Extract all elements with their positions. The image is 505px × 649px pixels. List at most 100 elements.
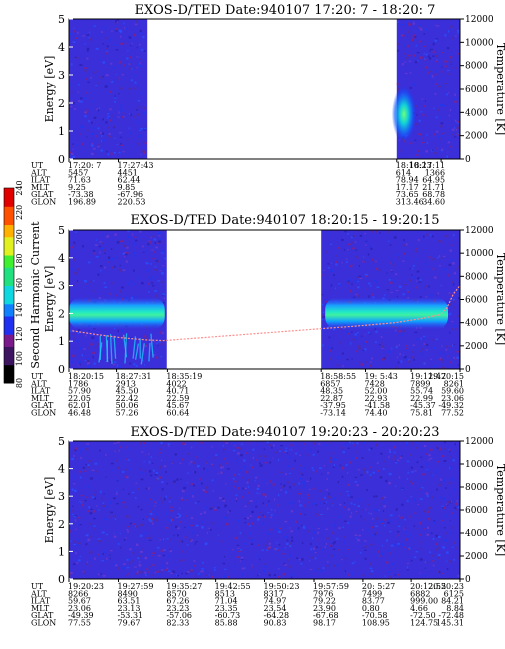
panel-3-noise-speck — [430, 492, 433, 495]
panel-1-noise-speck — [142, 36, 145, 39]
panel-1-noise-speck — [447, 139, 449, 141]
panel-3-noise-speck — [86, 544, 88, 547]
panel-3-noise-speck — [347, 498, 349, 501]
panel-1-noise-speck — [422, 113, 425, 116]
panel-3-noise-speck — [222, 499, 225, 502]
panel-3-noise-speck — [137, 571, 140, 574]
panel-3-noise-speck — [193, 565, 196, 567]
panel-3-segment-1 — [69, 441, 460, 579]
panel-3-noise-speck — [134, 496, 137, 499]
panel-3-noise-speck — [161, 540, 163, 543]
panel-2-noise-speck — [453, 356, 456, 359]
panel-2-table-cell: 22.42 — [116, 394, 139, 403]
panel-2-noise-speck — [90, 281, 92, 283]
panel-3-noise-speck — [377, 461, 379, 463]
panel-1-table-cell: -73.38 — [68, 190, 94, 199]
panel-2-noise-speck — [71, 354, 75, 357]
panel-3-noise-speck — [71, 457, 74, 461]
panel-1-noise-speck — [101, 31, 104, 33]
panel-3-noise-speck — [105, 506, 109, 508]
panel-1-right-tick-label: 4000 — [465, 108, 488, 118]
panel-3-noise-speck — [258, 493, 261, 495]
panel-1-noise-speck — [439, 138, 441, 140]
panel-3-noise-speck — [332, 458, 336, 461]
panel-2-noise-speck — [457, 315, 460, 318]
panel-3-noise-speck — [210, 571, 213, 574]
panel-1-table-cell: -67.96 — [118, 190, 144, 199]
panel-2-table-cell: -73.14 — [320, 409, 346, 418]
colorbar-tick-label: 240 — [15, 180, 24, 195]
panel-1-noise-speck — [136, 109, 138, 111]
panel-2-noise-speck — [368, 295, 370, 298]
panel-2-noise-speck — [378, 344, 381, 346]
panel-3-noise-speck — [183, 526, 186, 528]
panel-3-noise-speck — [394, 574, 397, 576]
panel-2-table-cell: 18:27:31 — [116, 372, 152, 381]
panel-2-noise-speck — [110, 258, 114, 261]
panel-3-noise-speck — [363, 471, 367, 474]
panel-3-noise-speck — [166, 562, 169, 565]
colorbar-step — [4, 334, 14, 341]
panel-1-noise-speck — [72, 155, 75, 158]
panel-1-noise-speck — [454, 29, 456, 31]
panel-1-noise-speck — [435, 54, 439, 58]
panel-1-noise-speck — [114, 95, 116, 97]
panel-3-noise-speck — [257, 574, 259, 577]
panel-1-noise-speck — [136, 66, 138, 69]
panel-3-noise-speck — [317, 514, 321, 516]
panel-1-title: EXOS-D/TED Date:940107 17:20: 7 - 18:20:… — [135, 3, 436, 18]
panel-3-noise-speck — [144, 454, 147, 457]
panel-1-noise-speck — [133, 74, 137, 77]
panel-1-noise-speck — [429, 57, 432, 60]
panel-3-noise-speck — [219, 464, 222, 467]
panel-2-noise-speck — [155, 246, 159, 249]
panel-2-noise-speck — [87, 362, 90, 365]
panel-3-table-cell: 23.23 — [166, 604, 189, 613]
panel-3-noise-speck — [255, 500, 258, 503]
panel-2-noise-speck — [333, 274, 335, 277]
panel-3-row-label: MLT — [31, 604, 50, 613]
panel-2-noise-speck — [105, 360, 107, 363]
panel-3-noise-speck — [165, 538, 169, 540]
panel-3-noise-speck — [177, 574, 179, 577]
panel-3-noise-speck — [435, 548, 439, 551]
panel-3-noise-speck — [302, 455, 304, 457]
panel-1-table-cell: 17.17 — [396, 183, 419, 192]
panel-2-noise-speck — [447, 313, 451, 316]
panel-3-noise-speck — [443, 448, 446, 450]
panel-3-noise-speck — [451, 526, 453, 529]
panel-3-noise-speck — [83, 571, 85, 574]
panel-3-noise-speck — [410, 466, 413, 469]
panel-1-noise-speck — [119, 145, 122, 147]
panel-3-noise-speck — [457, 575, 461, 577]
panel-3-noise-speck — [307, 493, 310, 496]
panel-2-noise-speck — [370, 285, 372, 287]
panel-1-noise-speck — [97, 82, 100, 84]
panel-2-noise-speck — [457, 297, 460, 300]
panel-3-noise-speck — [315, 513, 318, 515]
panel-1-noise-speck — [432, 55, 435, 57]
panel-2-noise-speck — [352, 241, 355, 243]
panel-3-noise-speck — [332, 466, 335, 468]
panel-3-noise-speck — [236, 452, 240, 455]
panel-2-noise-speck — [111, 282, 114, 284]
panel-2-noise-speck — [118, 268, 121, 270]
panel-3-noise-speck — [205, 506, 208, 509]
panel-1-noise-speck — [90, 152, 94, 155]
panel-2-noise-speck — [129, 362, 132, 365]
panel-1-noise-speck — [450, 109, 452, 112]
panel-3-noise-speck — [128, 448, 130, 450]
panel-3-noise-speck — [385, 539, 389, 542]
panel-1-noise-speck — [114, 126, 116, 128]
panel-3-noise-speck — [254, 480, 256, 482]
panel-1-noise-speck — [77, 83, 80, 86]
panel-2-noise-speck — [69, 330, 73, 332]
panel-1-noise-speck — [118, 29, 122, 32]
panel-3-noise-speck — [86, 561, 88, 564]
panel-3-noise-speck — [426, 468, 428, 471]
panel-2-noise-speck — [162, 268, 165, 271]
panel-1-noise-speck — [423, 52, 425, 54]
panel-3-noise-speck — [70, 540, 72, 542]
panel-3-noise-speck — [434, 497, 436, 500]
panel-3-noise-speck — [268, 546, 271, 549]
